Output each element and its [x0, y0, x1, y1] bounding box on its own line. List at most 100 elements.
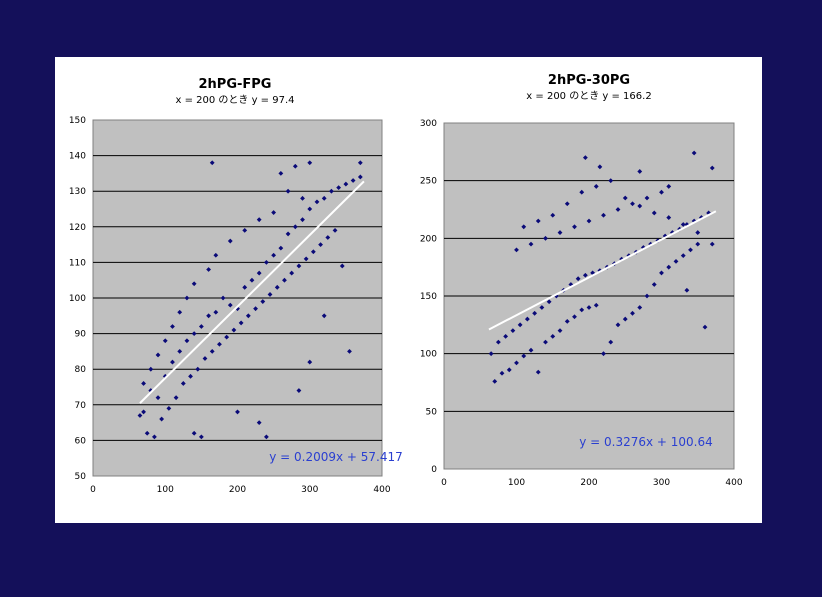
data-point: [659, 189, 664, 195]
data-point: [242, 227, 248, 233]
trendline: [139, 180, 365, 404]
data-point: [709, 165, 715, 171]
data-point: [579, 189, 585, 195]
data-point: [148, 388, 154, 393]
data-point: [528, 347, 534, 353]
data-point: [350, 178, 356, 183]
data-point: [292, 224, 298, 230]
data-point: [582, 155, 588, 160]
y-tick-label: 50: [75, 472, 87, 482]
data-point: [593, 302, 599, 308]
data-point: [278, 245, 284, 251]
data-point: [514, 247, 519, 253]
data-point: [159, 416, 165, 422]
data-point: [148, 366, 154, 372]
data-point: [622, 195, 628, 201]
data-point: [177, 309, 183, 315]
data-point: [144, 430, 150, 436]
data-point: [274, 284, 280, 290]
data-point: [572, 314, 577, 320]
data-point: [564, 201, 570, 207]
data-point: [191, 281, 197, 287]
data-point: [673, 259, 679, 264]
data-point: [325, 235, 331, 240]
data-point: [209, 160, 215, 166]
data-point: [659, 270, 664, 276]
data-point: [321, 313, 327, 319]
data-point: [213, 309, 219, 315]
data-point: [503, 333, 509, 339]
data-point: [539, 305, 545, 310]
data-point: [217, 341, 222, 347]
data-point: [278, 171, 284, 176]
data-point: [575, 276, 581, 282]
data-point: [249, 277, 255, 283]
x-tick-label: 400: [373, 485, 390, 495]
data-point: [499, 370, 505, 376]
y-tick-label: 200: [420, 234, 437, 244]
data-point: [637, 203, 643, 209]
data-point: [202, 356, 208, 361]
y-tick-label: 0: [431, 465, 437, 475]
chart-title: 2hPG-FPG: [199, 77, 272, 92]
data-point: [688, 247, 693, 253]
y-tick-label: 80: [75, 365, 87, 375]
data-point: [651, 210, 657, 216]
data-point: [601, 212, 606, 218]
data-point: [684, 287, 690, 293]
data-point: [572, 224, 577, 230]
data-point: [495, 339, 501, 345]
x-tick-label: 300: [301, 485, 318, 495]
data-point: [564, 318, 570, 324]
data-point: [227, 302, 233, 308]
data-point: [209, 349, 215, 354]
data-point: [557, 230, 563, 235]
data-point: [296, 388, 302, 393]
data-point: [155, 395, 161, 401]
data-point: [666, 264, 672, 270]
data-point: [245, 313, 251, 319]
data-point: [521, 224, 527, 230]
data-point: [615, 322, 621, 328]
data-point: [256, 217, 262, 223]
data-point: [582, 272, 588, 278]
data-point: [173, 395, 179, 401]
y-tick-label: 90: [75, 330, 87, 340]
data-point: [206, 313, 211, 319]
data-point: [517, 322, 523, 328]
data-point: [180, 381, 186, 386]
data-point: [608, 339, 614, 345]
y-tick-label: 250: [420, 177, 437, 187]
data-point: [532, 310, 538, 316]
trendline-equation: y = 0.2009x + 57.417: [269, 450, 403, 464]
data-point: [637, 169, 643, 174]
data-point: [191, 430, 197, 436]
data-point: [235, 409, 240, 415]
data-point: [347, 349, 352, 354]
chart-2hpg-fpg: 2hPG-FPG x = 200 のとき y = 97.4 50 60 70 80 90…: [69, 77, 403, 495]
data-point: [622, 316, 628, 322]
y-tick-label: 150: [420, 292, 437, 302]
data-point: [285, 231, 291, 237]
data-point: [488, 351, 494, 357]
data-point: [137, 413, 143, 418]
chart-2hpg-30pg: 2hPG-30PG x = 200 のとき y = 166.2 0 50 100 15…: [420, 73, 743, 488]
data-point: [321, 195, 327, 201]
data-point: [195, 366, 201, 372]
data-point: [528, 241, 534, 247]
data-point: [292, 163, 298, 169]
data-point: [213, 252, 219, 258]
y-tick-label: 50: [426, 407, 438, 417]
data-point: [227, 238, 233, 244]
x-tick-label: 200: [229, 485, 246, 495]
data-point: [521, 353, 527, 359]
data-point: [597, 164, 603, 170]
data-point: [329, 188, 334, 194]
data-point: [630, 310, 635, 316]
data-point: [680, 222, 686, 227]
data-point: [198, 434, 204, 440]
y-tick-label: 130: [69, 187, 86, 197]
data-point: [336, 185, 342, 191]
x-tick-label: 200: [580, 478, 597, 488]
data-point: [332, 227, 338, 233]
